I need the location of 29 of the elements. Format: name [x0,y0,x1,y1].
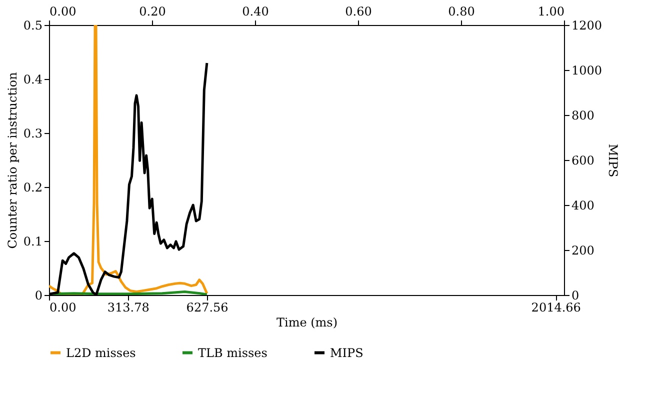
y2-tick-label: 600 [572,154,594,168]
x-tick-label: 0.00 [50,300,76,314]
x2-tick-label: 0.20 [139,4,166,18]
x2-tick-label: 0.60 [345,4,372,18]
y-axis-title: Counter ratio per instruction [5,72,20,249]
y2-axis-title: MIPS [606,144,620,178]
legend-label: MIPS [330,346,364,360]
y-tick-label: 0 [34,288,42,302]
x2-tick-label: 0.00 [50,4,76,18]
y2-tick-label: 1000 [572,64,602,78]
y2-tick-label: 0 [572,288,580,302]
y-tick-label: 0.2 [23,180,42,194]
y-tick-label: 0.5 [23,18,42,32]
y-tick-label: 0.4 [23,72,43,86]
x-tick-label: 627.56 [186,300,228,314]
y-tick-label: 0.3 [23,126,42,140]
x-tick-label: 313.78 [107,300,150,314]
legend-label: L2D misses [66,346,136,360]
x2-tick-label: 0.40 [242,4,269,18]
x2-tick-label: 0.80 [448,4,475,18]
y2-tick-label: 400 [572,198,594,212]
y2-tick-label: 200 [572,244,594,258]
y2-tick-label: 800 [572,108,594,122]
y-tick-label: 0.1 [23,234,42,248]
legend-label: TLB misses [198,346,268,360]
x-tick-label: 2014.66 [531,300,581,314]
x-axis-title: Time (ms) [276,316,338,330]
y2-tick-label: 1200 [572,18,602,32]
x2-tick-label: 1.00 [538,4,564,18]
